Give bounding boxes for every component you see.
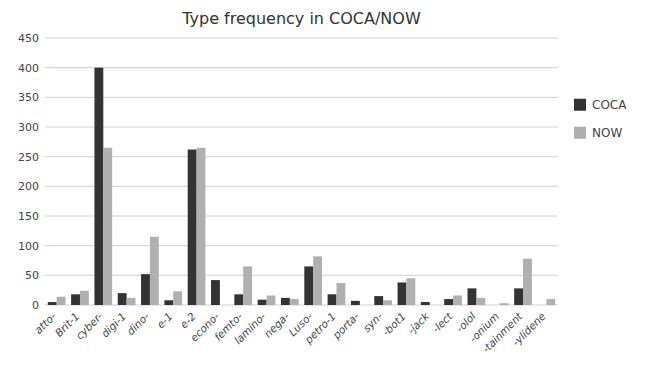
bar — [164, 300, 173, 305]
bar — [103, 148, 112, 305]
bar — [546, 299, 555, 305]
grid-line — [45, 38, 558, 39]
grid-line — [45, 275, 558, 276]
legend-swatch — [574, 127, 586, 139]
bar — [173, 291, 182, 305]
bar — [476, 298, 485, 305]
x-tick-label: lamino- — [232, 310, 268, 346]
y-tick-label: 50 — [25, 269, 39, 282]
bar — [430, 305, 439, 306]
bar — [94, 68, 103, 305]
bar — [514, 288, 523, 305]
bar — [374, 296, 383, 305]
bar — [290, 299, 299, 305]
bar — [80, 291, 89, 305]
bar — [234, 294, 243, 305]
bar — [468, 288, 477, 305]
bar — [258, 300, 267, 305]
legend-label: NOW — [592, 126, 622, 140]
bar — [453, 296, 462, 305]
x-tick-label: e-1 — [154, 310, 174, 330]
grid-line — [45, 216, 558, 217]
bar — [313, 256, 322, 305]
bar — [406, 278, 415, 305]
chart: Type frequency in COCA/NOW 0 50 100 150 200 25… — [0, 0, 658, 387]
bar — [118, 293, 127, 305]
legend-swatch — [574, 99, 586, 111]
x-tick-label: nega- — [262, 310, 292, 340]
bar — [57, 297, 66, 305]
x-tick-label: -lect — [430, 309, 455, 334]
y-tick-label: 100 — [18, 240, 39, 253]
y-tick-label: 0 — [32, 299, 39, 312]
bar — [491, 305, 500, 306]
bar — [537, 305, 546, 306]
grid-line — [45, 97, 558, 98]
bar — [421, 302, 430, 305]
y-tick-label: 250 — [18, 151, 39, 164]
x-tick-label: -jack — [405, 309, 432, 336]
bar — [197, 148, 206, 305]
bars — [48, 68, 555, 305]
bar — [304, 266, 313, 305]
bar — [523, 259, 532, 305]
y-tick-label: 450 — [18, 32, 39, 45]
bar — [336, 283, 345, 305]
y-tick-label: 300 — [18, 121, 39, 134]
grid-line — [45, 245, 558, 246]
bar — [141, 274, 150, 305]
bar — [360, 305, 369, 306]
y-tick-label: 350 — [18, 91, 39, 104]
bar — [150, 237, 159, 305]
grid-line — [45, 156, 558, 157]
x-tick-label: -ylidene — [510, 310, 548, 348]
x-tick-label: -bot1 — [380, 310, 408, 338]
grid-line — [45, 127, 558, 128]
bar — [398, 282, 407, 305]
bar — [243, 266, 252, 305]
title: Type frequency in COCA/NOW — [181, 9, 421, 28]
x-tick-label: dino- — [124, 310, 151, 337]
bar — [351, 301, 360, 305]
bar — [328, 294, 337, 305]
x-tick-label: cyber- — [73, 310, 105, 342]
bar — [444, 299, 453, 305]
y-tick-label: 150 — [18, 210, 39, 223]
grid-line — [45, 186, 558, 187]
bar — [267, 296, 276, 305]
bar — [281, 298, 290, 305]
bar — [48, 302, 57, 305]
bar — [383, 300, 392, 305]
grid-line — [45, 67, 558, 68]
y-tick-label: 400 — [18, 62, 39, 75]
x-tick-label: petro-1 — [302, 310, 338, 346]
bar — [188, 150, 197, 305]
y-tick-label: 200 — [18, 180, 39, 193]
bar — [71, 294, 80, 305]
x-tick-label: digi-1 — [99, 310, 128, 339]
bar — [220, 305, 229, 306]
bar — [127, 298, 136, 305]
x-tick-label: porta- — [330, 310, 362, 342]
bar — [500, 303, 509, 305]
legend-label: COCA — [592, 98, 627, 112]
bar — [211, 280, 220, 305]
